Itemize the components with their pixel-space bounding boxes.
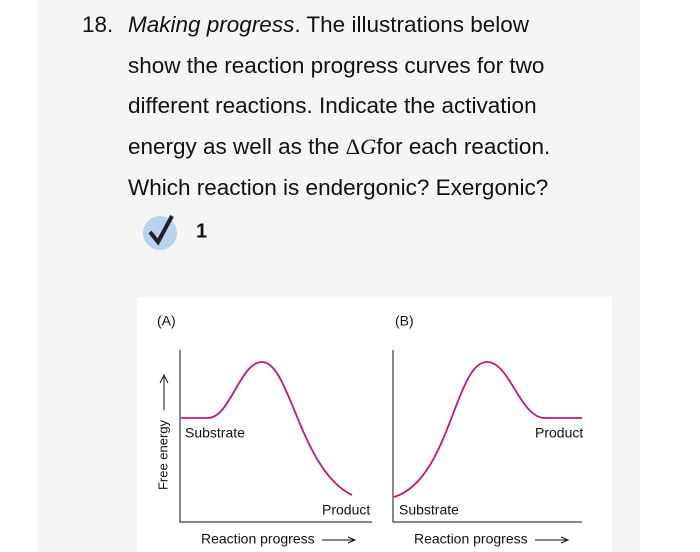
panel-label: (A)	[157, 313, 176, 329]
end-label: Product	[535, 425, 583, 441]
axis	[392, 350, 582, 523]
start-label: Substrate	[185, 425, 245, 441]
check-mark	[148, 215, 174, 246]
arrow	[322, 536, 357, 544]
axis	[179, 350, 372, 523]
title: Making progress	[128, 12, 295, 37]
arrow	[159, 373, 169, 410]
end-label: Product	[322, 502, 370, 518]
x-axis-label: Reaction progress	[414, 531, 528, 547]
line: Making progress. The illustrations below	[128, 11, 529, 39]
start-label: Substrate	[399, 502, 459, 518]
line: Which reaction is endergonic? Exergonic?	[128, 175, 549, 200]
question-number: 18.	[82, 12, 114, 37]
text: . The illustrations below	[294, 12, 530, 37]
curve	[393, 361, 582, 498]
line: different reactions. Indicate the activa…	[128, 93, 537, 118]
curve	[181, 361, 353, 496]
arrow	[535, 536, 570, 544]
figure	[137, 297, 612, 552]
panel-label: (B)	[395, 313, 414, 329]
line: energy as well as the ΔGfor each reactio…	[128, 133, 550, 161]
symbol: G	[360, 134, 377, 159]
text: for each reaction.	[376, 134, 551, 159]
text: energy as well as the	[128, 134, 346, 159]
check-circle	[143, 216, 177, 250]
answer: 1	[196, 220, 207, 242]
y-axis-label: Free energy	[155, 419, 170, 490]
delta: Δ	[345, 134, 361, 159]
x-axis-label: Reaction progress	[201, 531, 315, 547]
line: show the reaction progress curves for tw…	[128, 53, 545, 78]
